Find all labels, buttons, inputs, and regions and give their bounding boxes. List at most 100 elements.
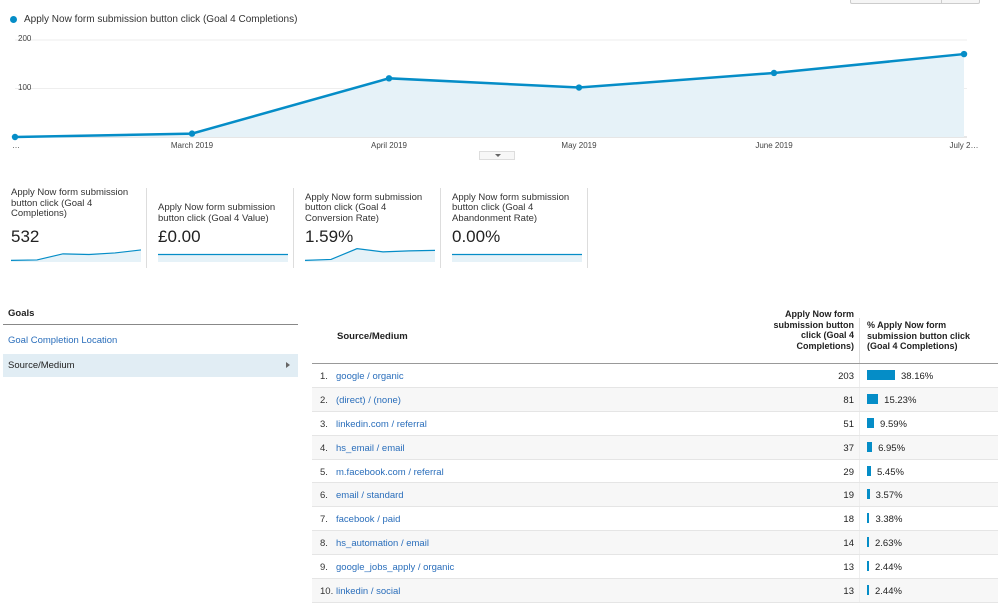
row-divider: [859, 483, 860, 507]
legend-dot-icon: [10, 16, 17, 23]
completions-value: 13: [843, 562, 854, 574]
data-point[interactable]: [960, 50, 968, 58]
data-point[interactable]: [188, 130, 196, 137]
percent-bar: [867, 537, 869, 548]
percent-bar: [867, 513, 870, 524]
row-number: 10.: [320, 586, 334, 598]
completions-value: 19: [843, 490, 854, 502]
completions-value: 37: [843, 442, 854, 454]
sparkline-area: [305, 248, 435, 262]
chart-legend: Apply Now form submission button click (…: [10, 14, 297, 25]
metric-value: 0.00%: [452, 227, 501, 246]
sparkline: [305, 248, 435, 262]
row-number: 1.: [320, 371, 328, 382]
source-medium-label: Source/Medium: [8, 360, 75, 371]
metric-value: 532: [11, 227, 40, 246]
row-number: 5.: [320, 466, 328, 478]
view-toggle-control[interactable]: [850, 0, 980, 4]
goal-completion-location-link[interactable]: Goal Completion Location: [8, 335, 118, 346]
source-medium-link[interactable]: (direct) / (none): [336, 394, 401, 406]
column-header-source[interactable]: Source/Medium: [337, 331, 408, 342]
x-tick-label: June 2019: [755, 141, 793, 150]
row-number: 4.: [320, 442, 328, 454]
percent-bar: [867, 370, 895, 380]
sparkline-area: [158, 254, 288, 262]
row-number: 2.: [320, 394, 328, 406]
metric-label: Apply Now form submission button click (…: [11, 187, 129, 219]
row-divider: [859, 411, 860, 435]
row-divider: [859, 531, 860, 555]
header-divider: [859, 318, 860, 363]
series-line: [14, 52, 965, 139]
data-point[interactable]: [575, 84, 583, 91]
legend-label: Apply Now form submission button click (…: [24, 14, 298, 25]
row-divider: [859, 387, 860, 411]
y-tick-label: 100: [18, 82, 32, 92]
y-tick-label: 200: [18, 34, 32, 43]
percent-bar: [867, 489, 870, 500]
metric-summary: Apply Now form submission button click (…: [0, 187, 588, 268]
data-point[interactable]: [385, 75, 393, 82]
table-row: 1. google / organic 203 38.16%: [312, 364, 998, 388]
data-point[interactable]: [11, 133, 19, 141]
source-medium-item[interactable]: Source/Medium: [3, 354, 298, 377]
completions-value: 18: [843, 514, 854, 526]
chart-collapse-button[interactable]: [479, 151, 515, 160]
percent-bar: [867, 585, 869, 596]
table-row: 9. google_jobs_apply / organic 13 2.44%: [312, 555, 998, 580]
metric-label: Apply Now form submission button click (…: [158, 202, 276, 224]
row-divider: [859, 555, 860, 579]
column-header-completions[interactable]: Apply Now form submission button click (…: [773, 309, 855, 351]
percent-value: 2.63%: [875, 538, 902, 550]
percent-bar: [867, 561, 869, 572]
table-body: 1. google / organic 203 38.16% 2. (direct) / …: [312, 364, 998, 603]
metric-label: Apply Now form submission button click (…: [305, 191, 423, 224]
percent-value: 3.38%: [875, 514, 903, 526]
source-medium-link[interactable]: hs_email / email: [336, 442, 405, 454]
sparkline-area: [452, 254, 582, 262]
x-tick-label: April 2019: [370, 141, 408, 150]
source-medium-link[interactable]: linkedin.com / referral: [336, 418, 427, 430]
percent-value: 6.95%: [878, 442, 906, 454]
row-divider: [859, 364, 860, 387]
metric-value: £0.00: [158, 227, 201, 246]
source-medium-link[interactable]: email / standard: [336, 490, 404, 502]
source-medium-link[interactable]: google_jobs_apply / organic: [336, 562, 455, 574]
x-tick-label: …: [12, 141, 20, 150]
completions-value: 29: [843, 466, 854, 478]
data-point[interactable]: [770, 69, 778, 77]
chevron-right-icon: [286, 362, 290, 368]
percent-value: 3.57%: [875, 490, 903, 502]
table-header: Source/Medium Apply Now form submission …: [312, 306, 998, 364]
x-tick-label: May 2019: [561, 141, 597, 150]
source-medium-link[interactable]: google / organic: [336, 371, 404, 382]
percent-bar: [867, 417, 875, 428]
metric-card[interactable]: Apply Now form submission button click (…: [294, 188, 441, 268]
percent-value: 15.23%: [884, 394, 917, 406]
source-medium-link[interactable]: facebook / paid: [336, 514, 401, 526]
x-tick-label: July 2…: [949, 141, 979, 150]
row-number: 9.: [320, 562, 328, 574]
completions-value: 14: [843, 538, 854, 550]
percent-value: 2.44%: [875, 586, 902, 598]
source-medium-link[interactable]: linkedin / social: [336, 586, 401, 598]
metric-card[interactable]: Apply Now form submission button click (…: [441, 188, 588, 268]
sparkline: [452, 253, 582, 262]
source-medium-link[interactable]: m.facebook.com / referral: [336, 466, 444, 478]
percent-value: 2.44%: [875, 562, 902, 574]
source-medium-link[interactable]: hs_automation / email: [336, 538, 429, 550]
x-tick-label: March 2019: [170, 141, 214, 150]
chart-svg: [11, 39, 968, 141]
metric-card[interactable]: Apply Now form submission button click (…: [0, 187, 147, 268]
row-number: 3.: [320, 418, 328, 430]
completions-value: 13: [843, 586, 854, 598]
completions-value: 81: [843, 394, 854, 406]
table-row: 6. email / standard 19 3.57%: [312, 483, 998, 508]
metric-card[interactable]: Apply Now form submission button click (…: [147, 188, 294, 268]
percent-value: 9.59%: [880, 418, 907, 430]
sparkline: [11, 249, 141, 262]
row-divider: [859, 507, 860, 531]
table-row: 10. linkedin / social 13 2.44%: [312, 579, 998, 603]
table-row: 3. linkedin.com / referral 51 9.59%: [312, 411, 998, 436]
table-row: 5. m.facebook.com / referral 29 5.45%: [312, 459, 998, 484]
